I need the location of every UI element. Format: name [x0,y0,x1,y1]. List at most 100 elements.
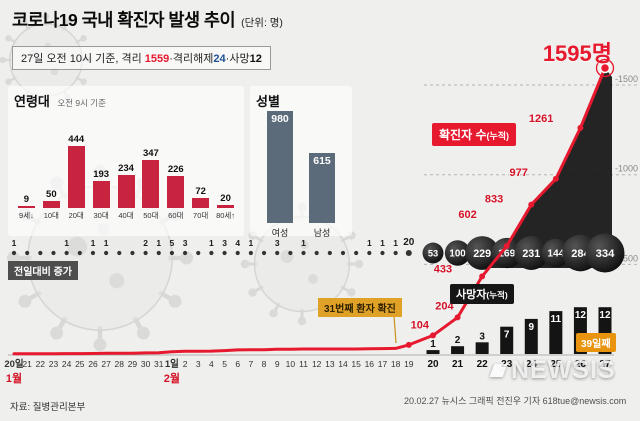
svg-text:31: 31 [154,359,164,369]
gender-chart-panel: 성별 980 여성 615 남성 [250,86,352,239]
svg-text:1: 1 [91,238,96,248]
status-asof: 27일 오전 10시 기준, [21,53,119,65]
shadow-mountain-shape [490,68,612,268]
svg-text:11: 11 [551,314,562,325]
svg-text:1: 1 [301,238,306,248]
svg-text:13: 13 [325,359,335,369]
svg-text:7: 7 [249,359,254,369]
age-bar-value: 9 [23,194,30,205]
newsis-watermark: NEWSIS [489,356,616,385]
svg-text:1: 1 [367,238,372,248]
deaths-label-main: 사망자 [456,289,487,301]
svg-text:3: 3 [183,238,188,248]
svg-text:-1500: -1500 [615,74,638,84]
svg-text:3: 3 [222,238,227,248]
age-bar-category: 9세↓ [19,211,34,220]
svg-text:29: 29 [128,359,138,369]
svg-text:4: 4 [209,359,214,369]
svg-text:18: 18 [391,359,401,369]
peak-value: 1595명 [542,41,612,66]
age-bar-col: 72 70대 [188,186,213,221]
patient31-pointer-line [393,315,397,344]
age-bar-category: 10대 [43,211,59,220]
gender-chart-title: 성별 [256,94,280,109]
age-bars: 9 9세↓ 50 10대 444 20대 193 30대 234 40대 347 50대 226 60대 7… [14,121,238,221]
svg-text:5: 5 [170,238,175,248]
svg-text:11: 11 [299,359,308,369]
svg-text:21: 21 [22,359,32,369]
gender-bar-col: 980 여성 [267,111,293,239]
age-bar [217,205,235,208]
right-axis-gridlines: -500 -1000 -1500 [424,74,638,265]
newsis-logo-icon [489,364,508,377]
status-box: 27일 오전 10시 기준, 격리 1559·격리해제24·사망12 [12,46,271,70]
day-count-badge: 39일째 [576,333,616,352]
svg-text:1261: 1261 [529,113,553,125]
status-released-value: 24 [213,53,226,65]
age-bar [192,197,210,208]
age-chart-title: 연령대 [14,94,50,109]
age-bar-value: 50 [46,189,57,201]
svg-text:-500: -500 [620,253,638,263]
svg-text:284: 284 [571,248,590,260]
svg-text:100: 100 [449,249,466,260]
svg-text:1: 1 [12,238,17,248]
svg-text:833: 833 [485,194,503,206]
svg-text:2: 2 [143,238,148,248]
svg-text:19: 19 [404,359,414,369]
age-bar-category: 40대 [118,211,134,220]
age-bar-col: 9 9세↓ [14,194,39,221]
svg-text:9: 9 [528,322,534,333]
svg-text:22: 22 [477,359,489,370]
svg-text:20일: 20일 [4,358,24,370]
status-released-label: ·격리해제 [169,53,214,65]
age-bar [67,146,85,208]
svg-text:3: 3 [196,359,201,369]
svg-text:9: 9 [275,359,280,369]
deaths-series-label: 사망자(누적) [450,284,514,304]
svg-text:17: 17 [378,359,388,369]
svg-text:20: 20 [403,237,415,248]
svg-text:602: 602 [458,209,476,221]
svg-text:1: 1 [104,238,109,248]
svg-text:53: 53 [428,248,438,258]
svg-text:2: 2 [455,335,461,346]
gender-bar-value: 980 [271,113,289,125]
age-bar [17,206,35,208]
svg-text:1월: 1월 [6,371,22,385]
age-bar-category: 30대 [93,211,109,220]
age-bar [167,176,185,208]
svg-text:1: 1 [393,238,398,248]
svg-text:12: 12 [599,310,611,321]
svg-text:7: 7 [504,330,510,341]
svg-text:1: 1 [430,339,436,350]
svg-text:25: 25 [75,359,85,369]
gender-bar-col: 615 남성 [309,152,335,239]
svg-text:12: 12 [575,310,587,321]
deaths-label-sub: (누적) [486,290,508,300]
svg-text:20: 20 [427,359,439,370]
svg-text:334: 334 [596,248,616,260]
svg-text:5: 5 [222,359,227,369]
age-bar-value: 20 [220,193,231,205]
svg-text:977: 977 [509,167,527,179]
age-bar-col: 50 10대 [39,189,64,221]
svg-text:104: 104 [411,319,430,331]
age-bar-col: 193 30대 [89,169,114,221]
svg-text:2월: 2월 [164,371,180,385]
gender-bar: 980 [267,111,293,223]
daily-increase-dots: 1 1 1 1 2 1 5 3 1 3 4 1 3 1 1 1 1 20 [12,237,415,256]
gender-bar-category: 남성 [313,228,331,238]
age-bar [117,175,135,208]
svg-text:27: 27 [101,359,111,369]
age-bar-col: 226 60대 [163,164,188,221]
svg-text:22: 22 [36,359,46,369]
svg-text:1일: 1일 [165,358,179,370]
svg-text:169: 169 [498,249,515,260]
gender-bar-value: 615 [313,154,331,167]
svg-text:12: 12 [312,359,322,369]
age-bar-category: 20대 [68,211,84,220]
svg-text:231: 231 [522,248,540,260]
svg-text:1: 1 [380,238,385,248]
